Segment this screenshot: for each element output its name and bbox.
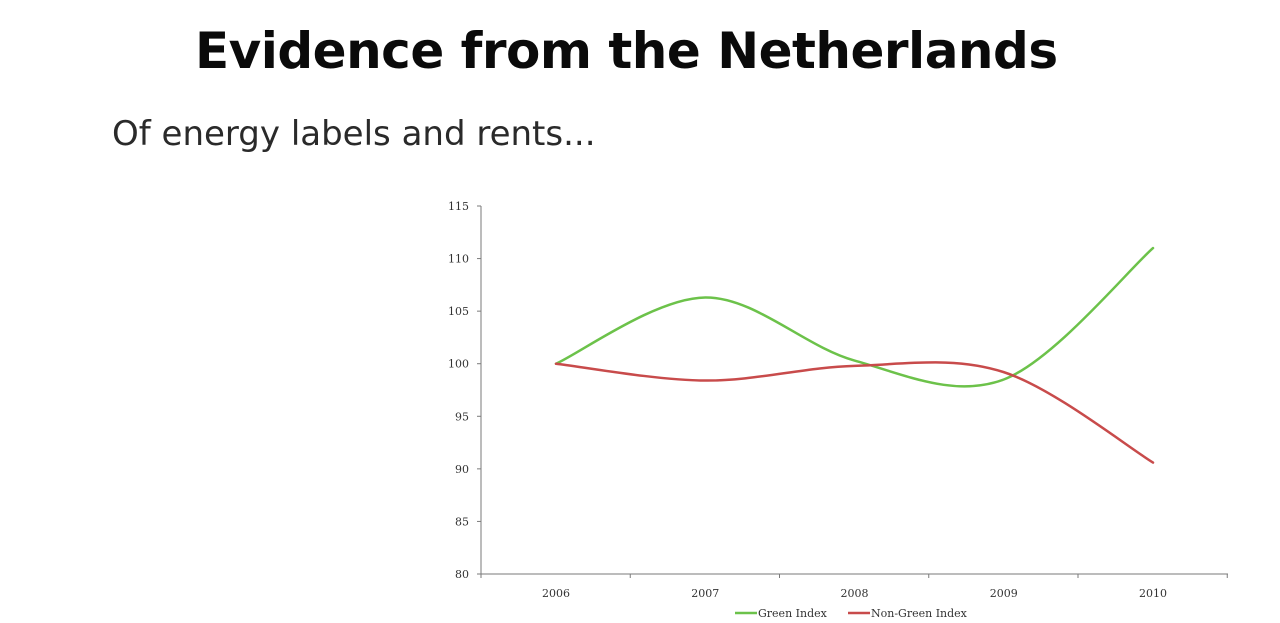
x-tick-label: 2008	[841, 587, 869, 600]
x-tick-label: 2010	[1139, 587, 1167, 600]
data-point-non-green-index	[704, 379, 706, 381]
data-point-non-green-index	[853, 365, 855, 367]
data-point-green-index	[1003, 378, 1005, 380]
y-tick-label: 90	[455, 463, 469, 476]
x-tick-label: 2006	[542, 587, 570, 600]
y-tick-label: 115	[448, 200, 469, 213]
slide-subtitle: Of energy labels and rents...	[112, 114, 596, 154]
series-line-green-index	[554, 246, 1155, 388]
data-point-non-green-index	[1152, 461, 1154, 463]
series-line-non-green-index	[554, 361, 1155, 464]
x-tick-label: 2009	[990, 587, 1018, 600]
data-point-non-green-index	[1003, 371, 1005, 373]
slide-title: Evidence from the Netherlands	[195, 22, 1058, 80]
data-point-green-index	[1152, 247, 1154, 249]
y-tick-label: 110	[448, 253, 469, 266]
y-tick-label: 80	[455, 568, 469, 581]
legend-label: Non-Green Index	[871, 607, 968, 620]
data-point-non-green-index	[555, 363, 557, 365]
x-tick-label: 2007	[691, 587, 719, 600]
y-tick-label: 95	[455, 410, 469, 423]
y-tick-label: 105	[448, 305, 469, 318]
y-tick-label: 85	[455, 515, 469, 528]
legend-label: Green Index	[758, 607, 828, 620]
data-point-green-index	[853, 359, 855, 361]
y-tick-label: 100	[448, 358, 469, 371]
data-point-green-index	[704, 296, 706, 298]
